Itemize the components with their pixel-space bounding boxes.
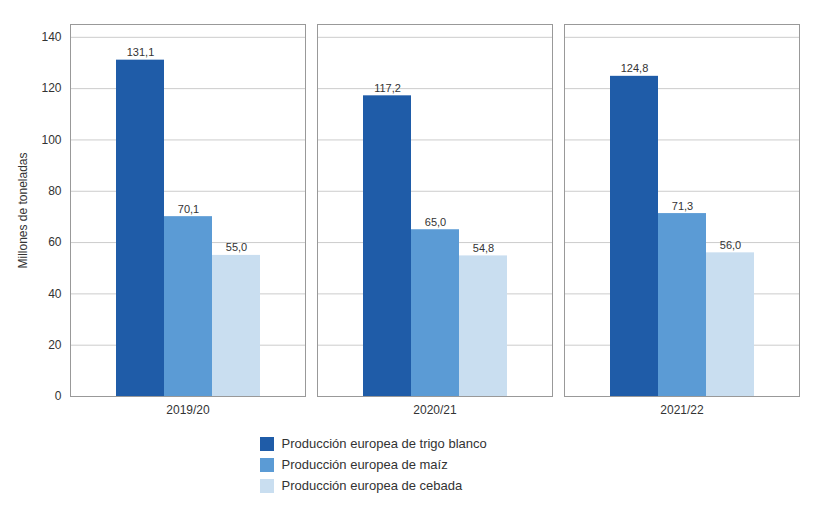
svg-text:65,0: 65,0 — [425, 216, 446, 228]
svg-text:2021/22: 2021/22 — [660, 403, 704, 417]
svg-text:2020/21: 2020/21 — [413, 403, 457, 417]
svg-text:56,0: 56,0 — [720, 239, 741, 251]
html-text:Producción europea de maíz: Producción europea de maíz — [281, 457, 448, 472]
svg-text:2019/20: 2019/20 — [166, 403, 210, 417]
svg-text:131,1: 131,1 — [127, 46, 155, 58]
svg-text:120: 120 — [41, 81, 61, 95]
svg-text:55,0: 55,0 — [226, 241, 247, 253]
svg-text:117,2: 117,2 — [374, 82, 401, 94]
svg-text:Millones de toneladas: Millones de toneladas — [16, 152, 30, 268]
svg-text:70,1: 70,1 — [178, 203, 199, 215]
svg-text:60: 60 — [48, 235, 62, 249]
svg-text:124,8: 124,8 — [621, 62, 649, 74]
svg-text:0: 0 — [55, 389, 62, 403]
svg-text:100: 100 — [41, 133, 61, 147]
svg-text:140: 140 — [41, 30, 61, 44]
html-text:Producción europea de trigo bl: Producción europea de trigo blanco — [281, 436, 487, 451]
html-text:Producción europea de cebada: Producción europea de cebada — [281, 478, 463, 493]
svg-text:80: 80 — [48, 184, 62, 198]
svg-text:40: 40 — [48, 287, 62, 301]
svg-text:71,3: 71,3 — [672, 200, 693, 212]
svg-text:20: 20 — [48, 338, 62, 352]
svg-text:54,8: 54,8 — [473, 242, 494, 254]
